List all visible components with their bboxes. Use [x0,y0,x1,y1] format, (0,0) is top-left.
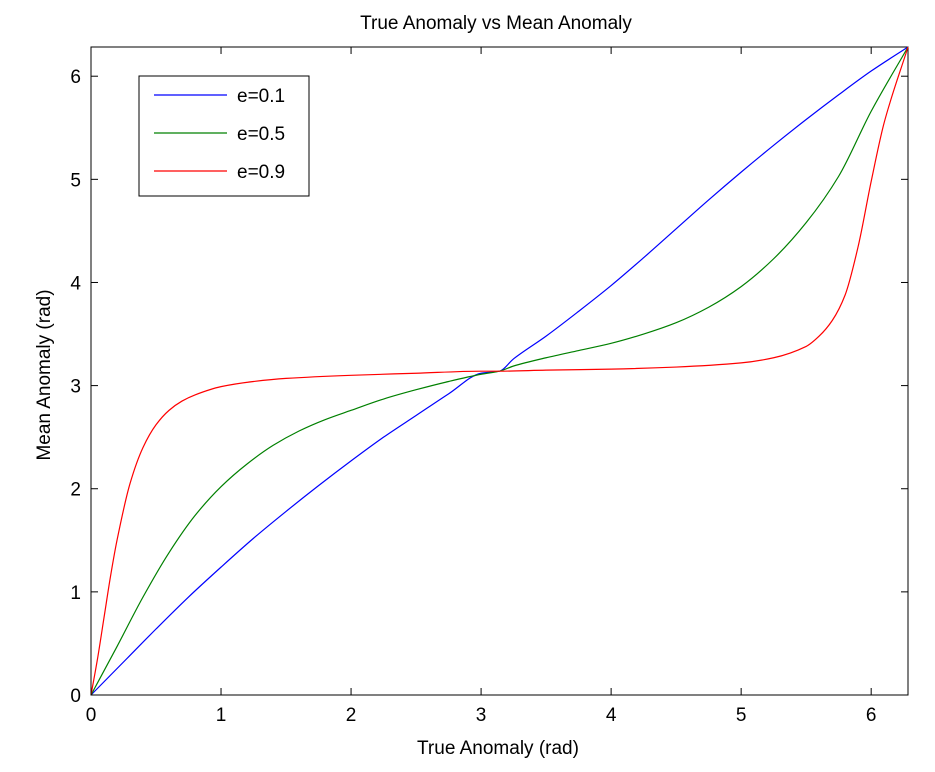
x-tick-label: 4 [606,705,617,726]
y-tick-label: 5 [70,170,81,191]
series-line-2 [90,46,909,696]
y-tick-label: 0 [70,686,81,707]
x-tick-label: 0 [86,705,97,726]
legend: e=0.1 e=0.5 e=0.9 [138,75,310,197]
x-tick-label: 3 [476,705,487,726]
y-tick-label: 3 [70,377,81,398]
x-tick-label: 6 [866,705,877,726]
y-tick-label: 1 [70,583,81,604]
legend-label: e=0.1 [237,86,285,107]
series-line-3 [90,46,909,696]
legend-label: e=0.5 [237,124,285,145]
y-axis: 0 1 2 3 4 5 6 [70,67,908,707]
x-axis-label: True Anomaly (rad) [417,738,579,759]
y-tick-label: 4 [70,273,81,294]
y-tick-label: 6 [70,67,81,88]
legend-label: e=0.9 [237,162,285,183]
x-axis: 0 1 2 3 4 5 6 [86,47,877,726]
y-axis-label: Mean Anomaly (rad) [34,289,55,460]
legend-box [138,75,310,197]
x-tick-label: 5 [736,705,747,726]
x-tick-label: 1 [216,705,227,726]
x-tick-label: 2 [346,705,357,726]
chart-title: True Anomaly vs Mean Anomaly [360,13,632,34]
series-group [90,46,909,696]
y-tick-label: 2 [70,480,81,501]
